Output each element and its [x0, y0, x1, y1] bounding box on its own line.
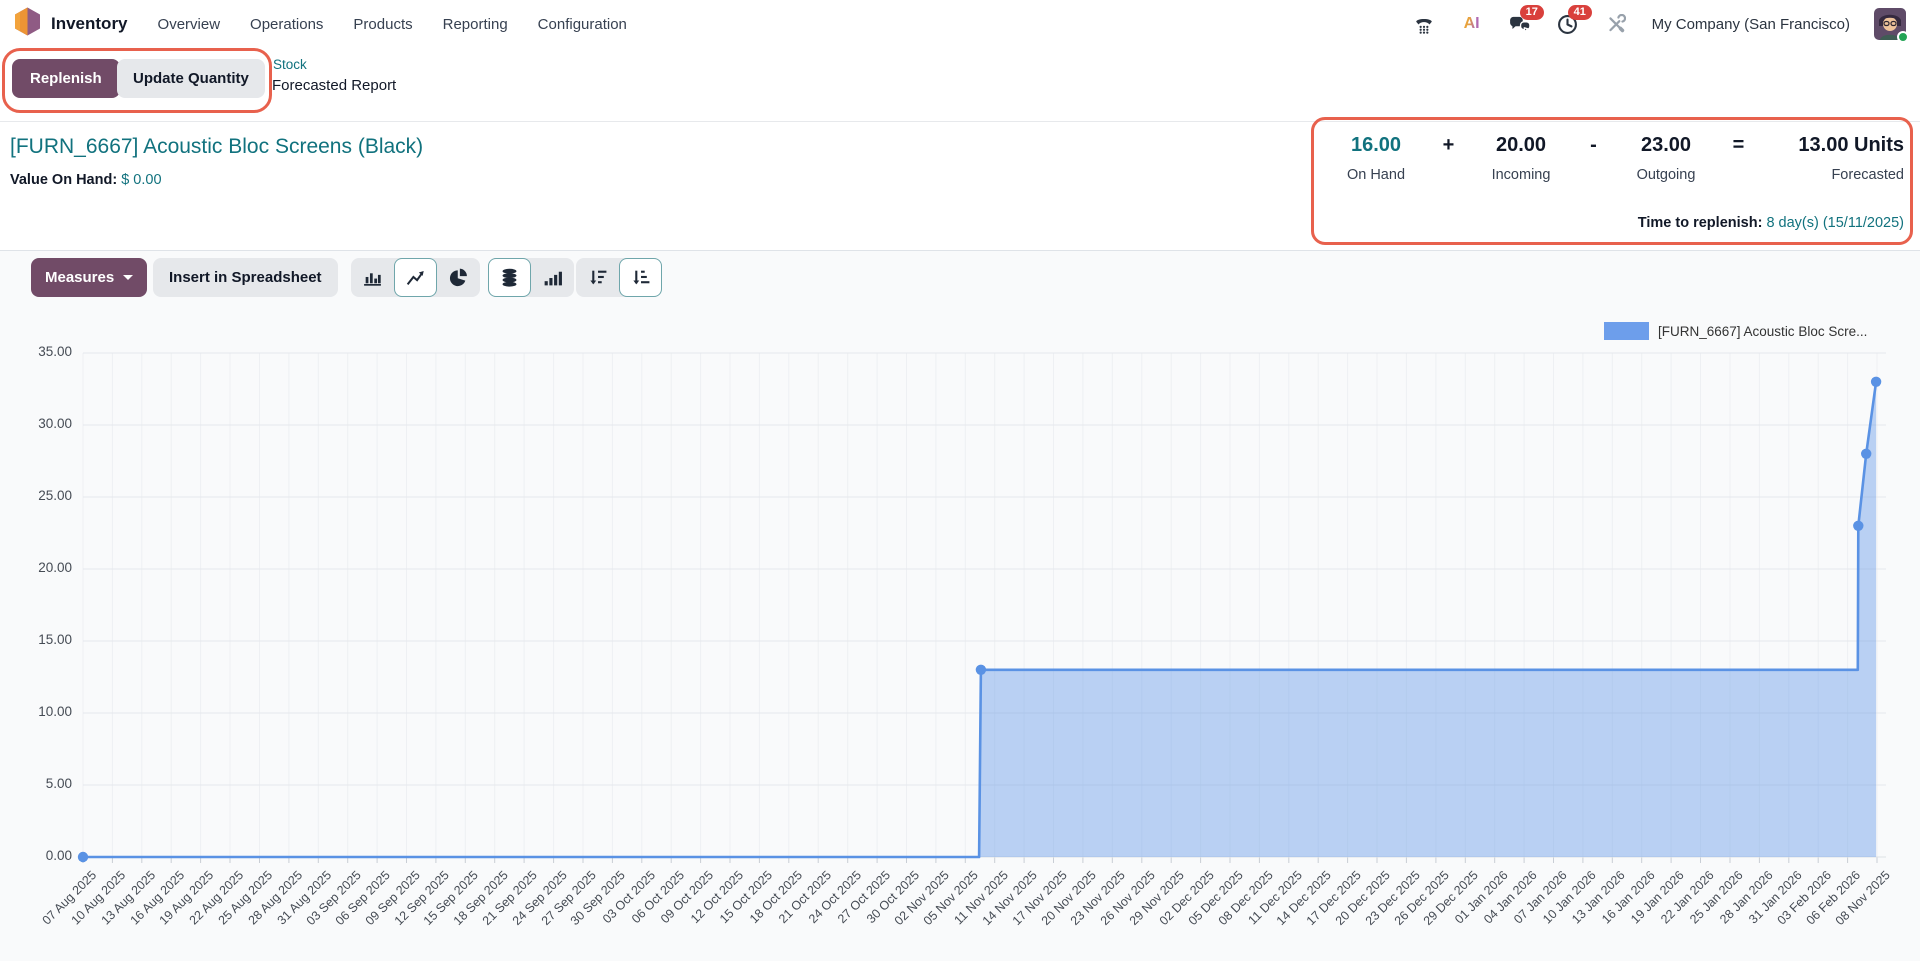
incoming-value: 20.00: [1495, 134, 1547, 156]
minus-operator: -: [1590, 134, 1597, 156]
equals-operator: =: [1732, 134, 1745, 156]
chart-type-group: [351, 258, 480, 297]
user-avatar[interactable]: [1874, 8, 1909, 43]
value-on-hand-amount[interactable]: $ 0.00: [121, 172, 162, 188]
y-axis-tick-label: 20.00: [38, 560, 72, 575]
outgoing-value: 23.00: [1640, 134, 1692, 156]
app-switcher[interactable]: Inventory: [14, 7, 128, 41]
insert-in-spreadsheet-button[interactable]: Insert in Spreadsheet: [153, 258, 338, 297]
legend-swatch: [1604, 322, 1649, 340]
data-point[interactable]: [1870, 376, 1882, 387]
incoming-label: Incoming: [1491, 167, 1551, 183]
time-to-replenish: Time to replenish: 8 day(s) (15/11/2025): [1638, 215, 1904, 231]
online-status-dot: [1897, 31, 1909, 43]
tools-icon[interactable]: [1604, 12, 1628, 36]
menu-operations[interactable]: Operations: [250, 15, 324, 33]
inventory-app-icon: [14, 7, 41, 41]
forecast-summary: 16.00 + 20.00 - 23.00 = 13.00 Units On H…: [1326, 134, 1904, 183]
y-axis-tick-label: 10.00: [38, 704, 72, 719]
sort-order-group: [576, 258, 662, 297]
breadcrumb-current: Forecasted Report: [272, 77, 397, 94]
product-title[interactable]: [FURN_6667] Acoustic Bloc Screens (Black…: [10, 135, 424, 158]
menu-reporting[interactable]: Reporting: [442, 15, 508, 33]
chart-legend[interactable]: [FURN_6667] Acoustic Bloc Scre...: [1604, 322, 1867, 340]
y-axis-tick-label: 5.00: [45, 776, 72, 791]
messages-badge: 17: [1519, 5, 1544, 20]
legend-label: [FURN_6667] Acoustic Bloc Scre...: [1658, 323, 1868, 339]
time-to-replenish-label: Time to replenish:: [1637, 215, 1763, 231]
ai-icon[interactable]: AI: [1463, 15, 1480, 32]
bar-chart-button[interactable]: [351, 258, 394, 297]
plus-operator: +: [1442, 134, 1455, 156]
pie-chart-button[interactable]: [437, 258, 480, 297]
replenish-button[interactable]: Replenish: [12, 59, 120, 98]
on-hand-value[interactable]: 16.00: [1350, 134, 1402, 156]
update-quantity-button[interactable]: Update Quantity: [117, 59, 265, 98]
app-name: Inventory: [51, 14, 128, 33]
forecasted-value: 13.00 Units: [1798, 134, 1904, 156]
top-navbar: Inventory Overview Operations Products R…: [0, 0, 1920, 48]
y-axis-tick-label: 25.00: [38, 488, 72, 503]
menu-configuration[interactable]: Configuration: [537, 15, 627, 33]
line-chart-button[interactable]: [394, 258, 437, 297]
y-axis-tick-label: 30.00: [38, 416, 72, 431]
panel-divider: [0, 250, 1920, 251]
breadcrumb-stock-link[interactable]: Stock: [273, 57, 307, 72]
menu-overview[interactable]: Overview: [157, 15, 221, 33]
data-point[interactable]: [77, 851, 89, 863]
content-background: [0, 251, 1920, 961]
forecasted-label: Forecasted: [1831, 167, 1904, 183]
y-axis-tick-label: 35.00: [38, 344, 72, 359]
data-point[interactable]: [1853, 520, 1864, 531]
menu-products[interactable]: Products: [353, 15, 413, 33]
on-hand-label: On Hand: [1346, 167, 1406, 183]
outgoing-label: Outgoing: [1636, 167, 1696, 183]
data-point[interactable]: [975, 664, 987, 675]
sort-ascending-button[interactable]: [619, 258, 662, 297]
measures-button[interactable]: Measures: [31, 258, 148, 297]
phone-icon[interactable]: [1412, 12, 1436, 36]
y-axis-tick-label: 0.00: [45, 848, 72, 863]
data-point[interactable]: [1861, 448, 1872, 459]
messages-icon[interactable]: 17: [1508, 5, 1544, 36]
cumulative-button[interactable]: [531, 258, 574, 297]
value-on-hand: Value On Hand: $ 0.00: [10, 172, 162, 188]
time-to-replenish-value[interactable]: 8 day(s) (15/11/2025): [1766, 215, 1904, 231]
series-area: [83, 381, 1877, 857]
caret-down-icon: [123, 275, 134, 280]
sort-descending-button[interactable]: [576, 258, 619, 297]
activities-clock-icon[interactable]: 41: [1556, 5, 1592, 36]
activities-badge: 41: [1567, 5, 1592, 20]
stacked-toggle-button[interactable]: [488, 258, 531, 297]
y-axis-tick-label: 15.00: [38, 632, 72, 647]
stacked-group: [488, 258, 574, 297]
value-on-hand-label: Value On Hand:: [10, 172, 118, 188]
company-selector[interactable]: My Company (San Francisco): [1651, 15, 1850, 33]
header-divider: [0, 121, 1920, 122]
